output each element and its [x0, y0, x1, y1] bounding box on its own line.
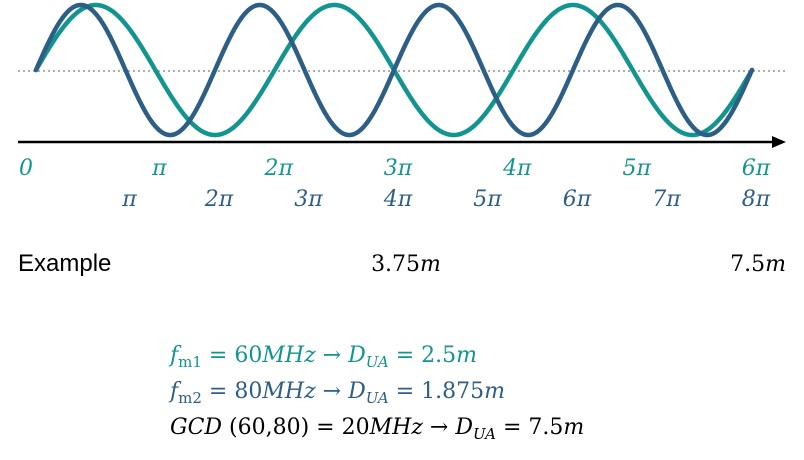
tick-label-teal-2: 2π	[263, 156, 293, 181]
tick-label-teal-0: 0	[19, 156, 33, 181]
tick-label-blue-7: 7π	[652, 187, 681, 212]
equation-line-1: fm1 = 60MHz → DUA = 2.5m	[168, 343, 477, 371]
tick-label-teal-1: π	[151, 156, 167, 181]
equation-line-2: fm2 = 80MHz → DUA = 1.875m	[168, 379, 505, 407]
example-mid-value: 3.75m	[371, 252, 441, 277]
tick-label-blue-4: 4π	[383, 187, 413, 212]
example-end-value: 7.5m	[730, 252, 786, 277]
tick-label-teal-6: 6π	[742, 156, 771, 181]
example-label: Example	[18, 250, 111, 277]
tick-label-blue-2: 2π	[204, 187, 234, 212]
tick-label-teal-4: 4π	[502, 156, 532, 181]
tick-labels-blue: π 2π 3π 4π 5π 6π 7π 8π	[121, 187, 770, 212]
tick-labels-teal: 0 π 2π 3π 4π 5π 6π	[19, 156, 771, 181]
tick-label-blue-5: 5π	[473, 187, 502, 212]
equation-line-3: GCD (60,80) = 20MHz → DUA = 7.5m	[170, 415, 584, 443]
tick-label-blue-3: 3π	[294, 187, 323, 212]
tick-label-blue-1: π	[121, 187, 137, 212]
wave-blue-line	[33, 2, 755, 138]
x-axis-arrowhead	[772, 136, 786, 148]
tick-label-blue-6: 6π	[563, 187, 592, 212]
tick-label-blue-8: 8π	[742, 187, 771, 212]
tick-label-teal-5: 5π	[622, 156, 651, 181]
tick-label-teal-3: 3π	[384, 156, 413, 181]
